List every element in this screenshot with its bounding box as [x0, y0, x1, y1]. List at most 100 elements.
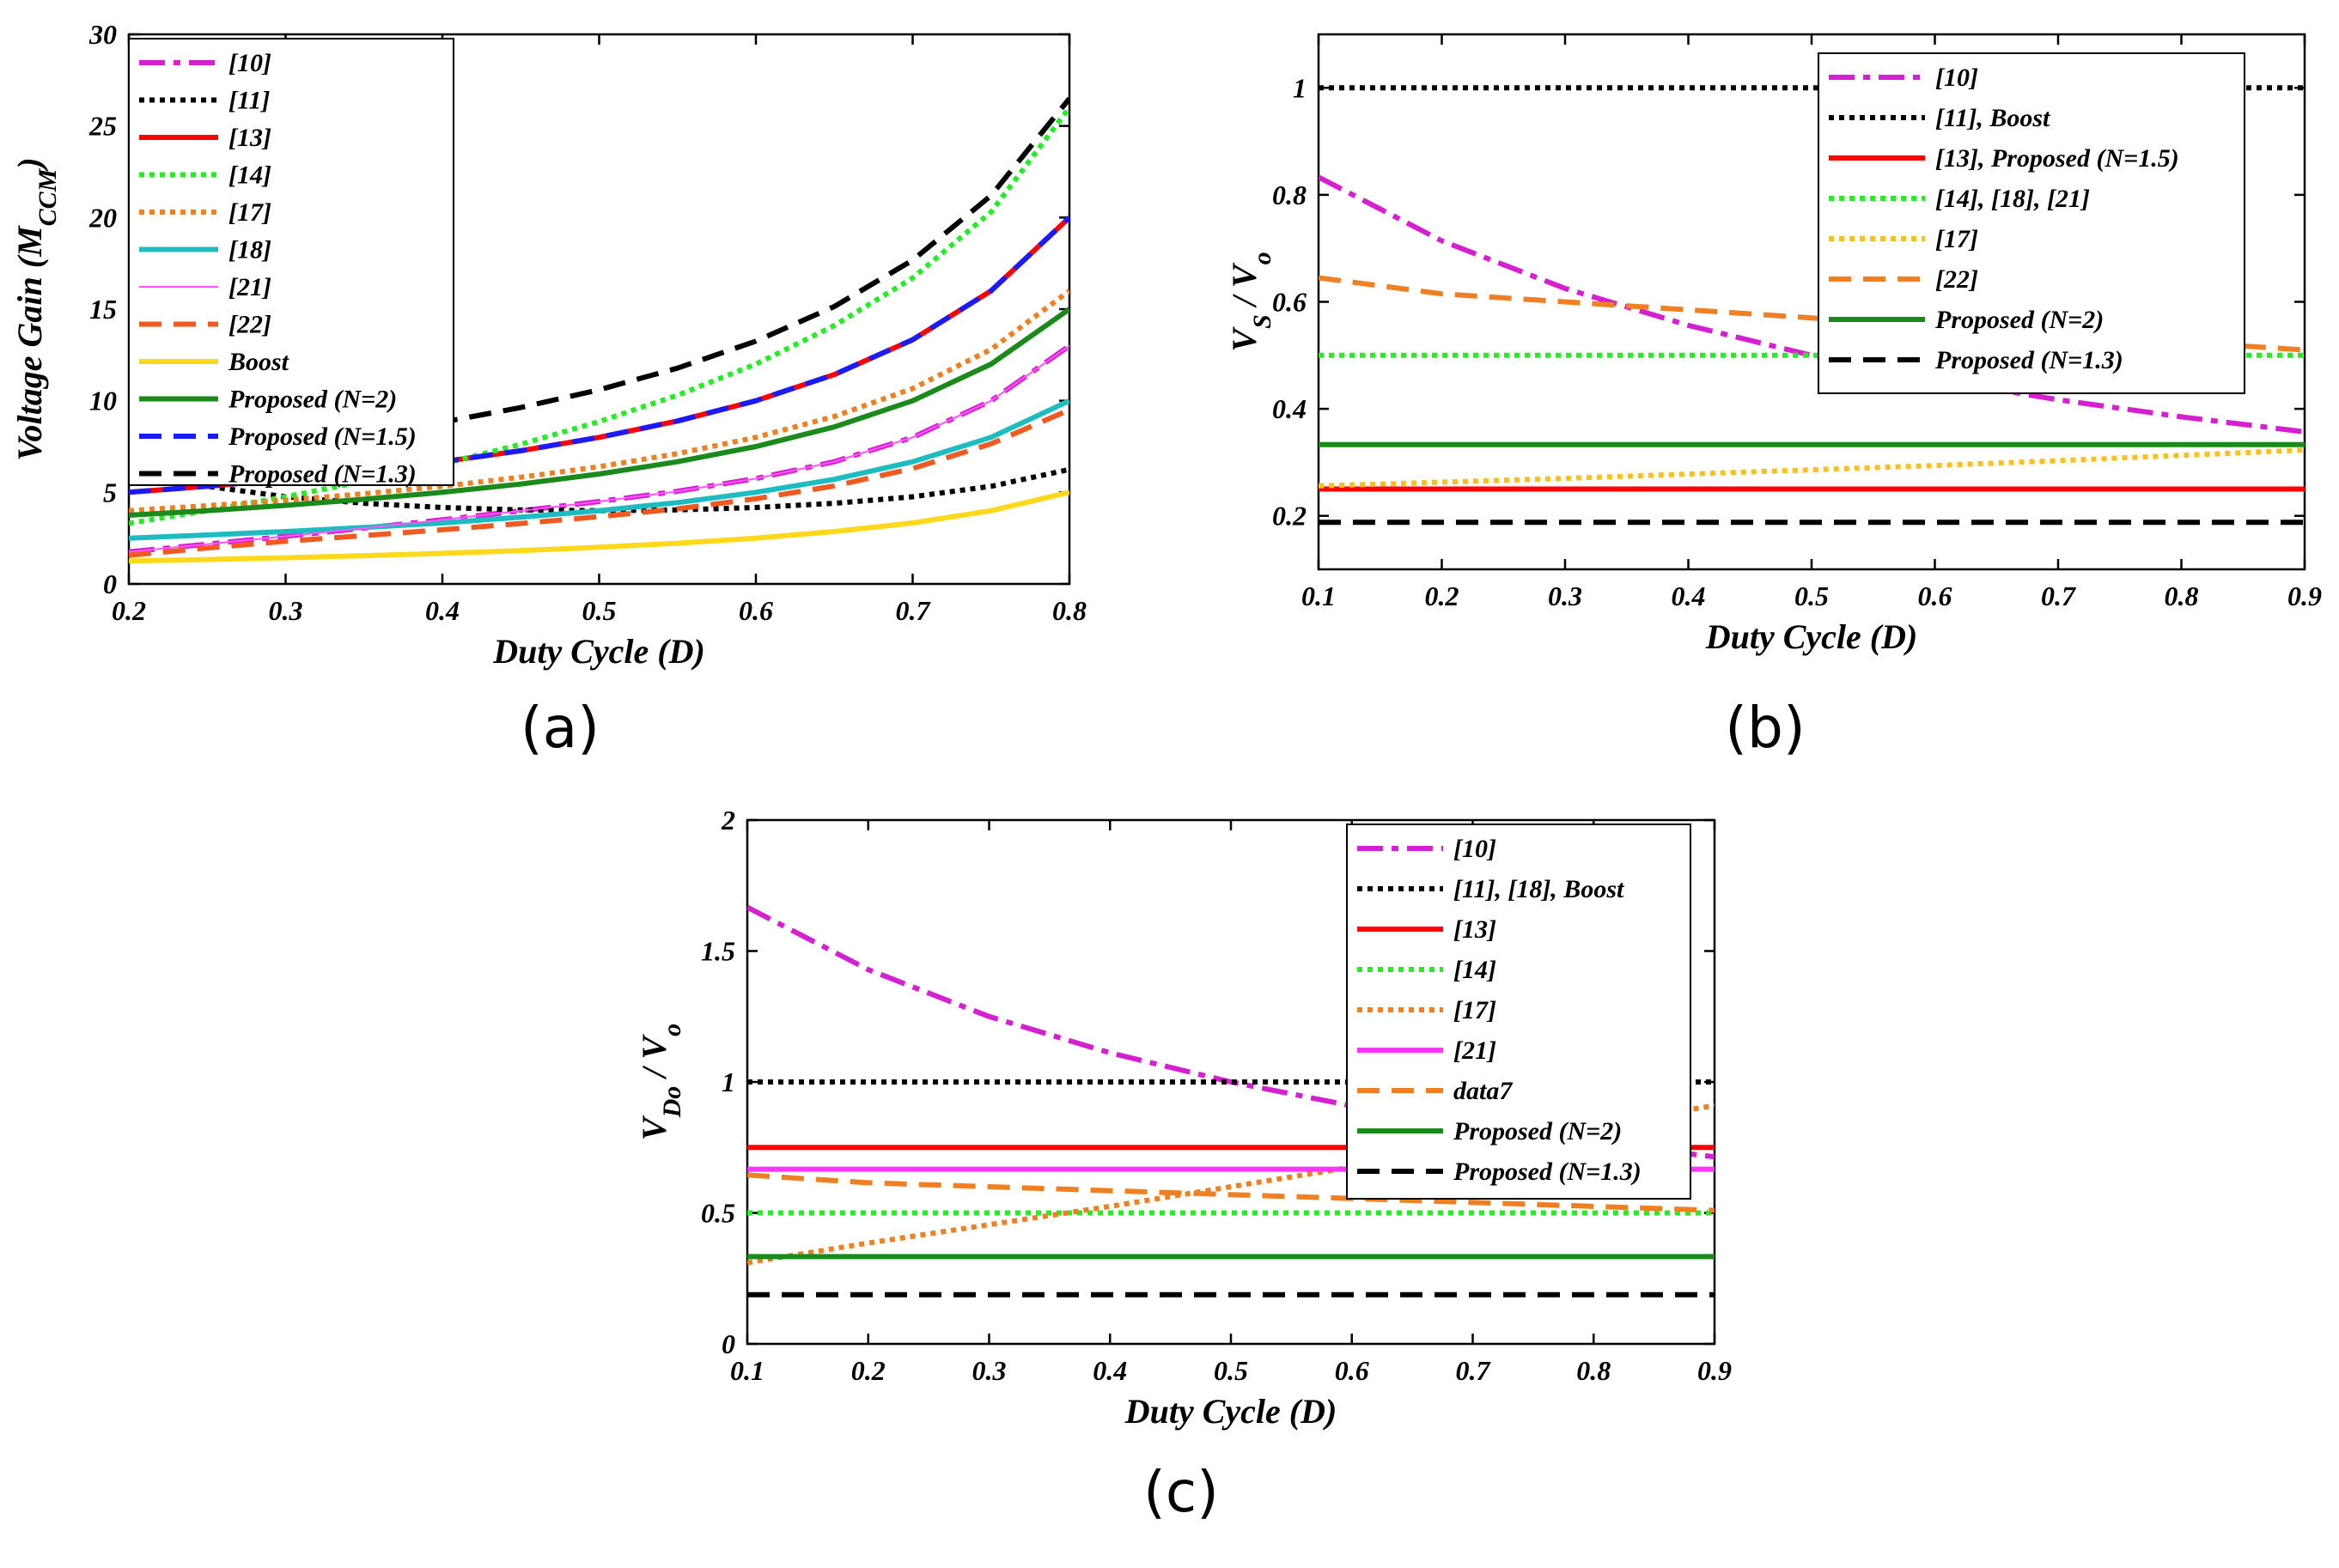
legend: [10] [11], [18], Boost [13] [14] [17] [21] dat… — [1346, 824, 1691, 1200]
x-tick-label: 0.5 — [1214, 1355, 1248, 1386]
chart-panel-b: 0.1 0.2 0.3 0.4 0.5 0.6 0.7 0.8 0.9 0.2 0.4 0.6 0.8 1… — [1225, 33, 2322, 761]
legend-entry: [11] — [228, 87, 270, 115]
y-tick-label: 15 — [89, 294, 117, 325]
legend-entry: [18] — [228, 236, 271, 264]
legend-entry: [13] — [228, 124, 271, 152]
legend-entry: [17] — [228, 198, 271, 227]
legend-entry: [10] — [228, 49, 271, 77]
x-tick-label: 0.5 — [582, 595, 617, 626]
y-tick-label: 1 — [1293, 72, 1307, 103]
x-tick-label: 0.3 — [269, 595, 303, 626]
legend-entry: Proposed (N=1.5) — [228, 422, 417, 451]
y-tick-label: 1.5 — [701, 936, 735, 967]
legend-entry: Proposed (N=1.3) — [1453, 1158, 1642, 1186]
series-line-7 — [129, 407, 1069, 558]
y-tick-label: 0 — [722, 1328, 735, 1359]
legend-entry: Boost — [228, 348, 290, 376]
legend-entry: [10] — [1453, 835, 1496, 863]
x-tick-label: 0.1 — [1301, 580, 1336, 611]
legend-entry: Proposed (N=2) — [1453, 1117, 1622, 1146]
x-tick-label: 0.3 — [1548, 580, 1582, 611]
x-tick-label: 0.5 — [1794, 580, 1829, 611]
x-tick-label: 0.8 — [1052, 595, 1087, 626]
legend-entry: [14] — [228, 161, 271, 190]
y-axis-label: Voltage Gain (MCCM) — [10, 157, 62, 460]
legend-entry: [10] — [1935, 64, 1978, 92]
y-tick-label: 1 — [722, 1067, 735, 1097]
x-axis-label: Duty Cycle (D) — [1705, 617, 1918, 656]
legend-box — [128, 38, 454, 486]
legend: [10] [11], Boost [13], Proposed (N=1.5) [14… — [1818, 52, 2245, 394]
y-tick-label: 0.5 — [701, 1198, 735, 1229]
y-tick-label: 0 — [103, 568, 117, 599]
legend-entry: [13], Proposed (N=1.5) — [1935, 144, 2179, 173]
chart-panel-a: 0.2 0.3 0.4 0.5 0.6 0.7 0.8 0 5 10 15 20 25 30 [10] [11… — [10, 19, 1087, 761]
series-line-0 — [747, 904, 1715, 1160]
legend-entry: data7 — [1453, 1077, 1513, 1105]
legend-entry: [14] — [1453, 956, 1496, 984]
x-tick-label: 0.7 — [1456, 1355, 1492, 1386]
y-tick-label: 0.4 — [1272, 393, 1307, 424]
x-tick-label: 0.1 — [730, 1355, 764, 1386]
panel-label: (a) — [521, 695, 600, 761]
legend-entry: Proposed (N=2) — [1934, 306, 2104, 334]
series-line-4 — [129, 289, 1069, 514]
y-tick-label: 2 — [721, 805, 735, 836]
series-line-8 — [129, 489, 1069, 564]
x-tick-label: 0.4 — [1672, 580, 1706, 611]
series-line-3 — [129, 106, 1069, 526]
x-tick-label: 0.4 — [1093, 1355, 1127, 1386]
series-line-6 — [129, 344, 1069, 553]
legend-entry: [14], [18], [21] — [1935, 185, 2090, 213]
x-tick-label: 0.6 — [1918, 580, 1952, 611]
y-tick-label: 5 — [103, 477, 117, 507]
legend-entry: [21] — [228, 273, 271, 301]
chart-panel-c: 0.1 0.2 0.3 0.4 0.5 0.6 0.7 0.8 0.9 0 0.5 1 1.5 2 [10]… — [635, 805, 1732, 1525]
series-line-5 — [1319, 275, 2305, 353]
legend-entry: [13] — [1453, 915, 1496, 944]
series-line-9 — [129, 307, 1069, 518]
legend-entry: Proposed (N=1.3) — [1934, 346, 2123, 374]
legend-entry: [17] — [1453, 996, 1496, 1024]
legend-entry: [22] — [1935, 265, 1978, 294]
y-tick-label: 0.8 — [1272, 179, 1307, 210]
y-axis-label: VS / Vo — [1225, 252, 1276, 351]
y-tick-label: 0.2 — [1272, 501, 1307, 532]
series-line-6 — [747, 1172, 1715, 1213]
legend-entry: [17] — [1935, 225, 1978, 253]
legend-entry: [11], [18], Boost — [1453, 875, 1625, 903]
y-tick-label: 30 — [88, 19, 117, 50]
y-tick-label: 25 — [88, 111, 117, 142]
y-tick-label: 0.6 — [1272, 287, 1307, 318]
x-tick-label: 0.7 — [896, 595, 932, 626]
x-tick-label: 0.9 — [1697, 1355, 1732, 1386]
x-axis-label: Duty Cycle (D) — [1124, 1392, 1337, 1431]
series-lines — [1319, 85, 2305, 526]
legend-box — [1818, 52, 2245, 394]
x-axis-label: Duty Cycle (D) — [492, 632, 705, 671]
legend: [10] [11] [13] [14] [17] [18] [21] [22] Boost Pro… — [128, 38, 454, 489]
x-tick-label: 0.3 — [972, 1355, 1007, 1386]
y-axis-label: VDo / Vo — [635, 1024, 686, 1140]
x-tick-label: 0.2 — [112, 595, 146, 626]
x-tick-label: 0.2 — [1425, 580, 1459, 611]
x-tick-label: 0.8 — [2165, 580, 2199, 611]
legend-entry: [21] — [1453, 1036, 1496, 1065]
series-line-5 — [129, 398, 1069, 541]
series-line-0 — [1319, 174, 2305, 435]
x-tick-label: 0.4 — [425, 595, 460, 626]
legend-box — [1346, 824, 1691, 1200]
x-tick-label: 0.8 — [1576, 1355, 1611, 1386]
x-tick-label: 0.9 — [2287, 580, 2322, 611]
legend-entry: [11], Boost — [1935, 104, 2051, 132]
panel-label: (c) — [1143, 1459, 1219, 1525]
panel-label: (b) — [1725, 695, 1805, 761]
y-tick-label: 10 — [89, 386, 117, 416]
legend-entry: Proposed (N=2) — [228, 386, 397, 414]
x-tick-label: 0.6 — [1335, 1355, 1369, 1386]
y-tick-label: 20 — [88, 202, 117, 233]
x-tick-label: 0.7 — [2041, 580, 2077, 611]
x-tick-label: 0.6 — [739, 595, 773, 626]
x-tick-label: 0.2 — [851, 1355, 886, 1386]
